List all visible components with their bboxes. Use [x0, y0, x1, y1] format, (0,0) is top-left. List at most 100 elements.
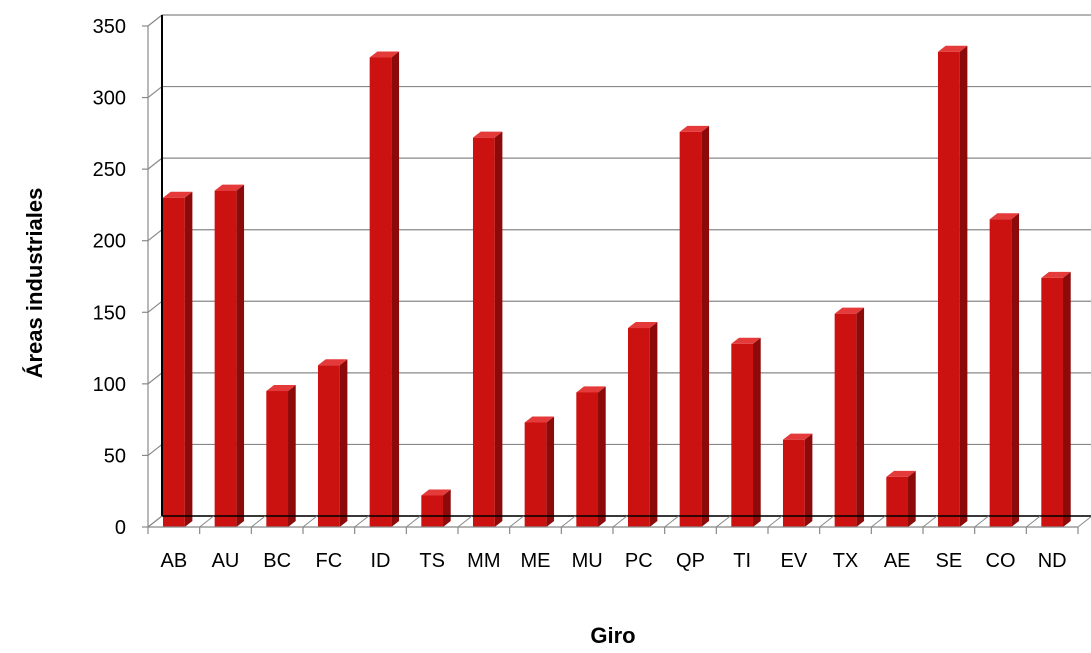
x-tick-label: FC: [315, 550, 342, 572]
gridlines: [147, 14, 1091, 528]
bar-top-face: [1041, 271, 1071, 278]
y-tick-label: 350: [93, 16, 126, 38]
x-tick-label: MM: [467, 550, 500, 572]
bar-top-face: [162, 191, 193, 198]
bar-side-face: [804, 433, 813, 527]
axes: [142, 15, 1091, 534]
bar-top-face: [886, 470, 916, 477]
bar-au: [214, 184, 245, 528]
gridline-depth: [147, 372, 163, 385]
bar-side-face: [598, 386, 606, 527]
bar-top-face: [266, 384, 296, 392]
bar-top-face: [421, 489, 451, 496]
bar-top-face: [317, 359, 348, 366]
floor-depth-line: [354, 515, 369, 528]
bar-front-face: [782, 439, 805, 527]
bar-me: [524, 416, 555, 527]
gridline-depth: [147, 157, 163, 170]
x-tick-label: TI: [733, 550, 751, 572]
bar-top-face: [679, 125, 710, 132]
floor-depth-line: [561, 515, 576, 528]
bar-nd: [1041, 271, 1071, 527]
bar-fc: [317, 359, 348, 527]
bar-side-face: [649, 321, 658, 527]
bar-front-face: [162, 197, 185, 527]
bar-ae: [886, 470, 916, 527]
x-tick-label: ME: [521, 550, 551, 572]
gridline-depth: [147, 443, 163, 456]
bar-side-face: [908, 470, 916, 527]
bar-ts: [421, 489, 451, 527]
bar-front-face: [937, 51, 960, 527]
bar-side-face: [959, 45, 968, 528]
bar-front-face: [421, 495, 444, 527]
bar-side-face: [288, 384, 296, 527]
bar-bc: [266, 384, 296, 527]
bar-front-face: [576, 392, 599, 527]
gridline-depth: [147, 300, 163, 313]
bar-se: [937, 45, 968, 528]
floor-depth-line: [716, 515, 731, 528]
bar-front-face: [989, 219, 1012, 527]
y-tick-label: 250: [93, 159, 126, 181]
bar-ab: [162, 191, 193, 527]
bar-top-face: [627, 321, 658, 329]
bar-ti: [731, 337, 761, 527]
floor-depth-line: [819, 515, 834, 528]
bar-front-face: [731, 343, 754, 527]
x-tick-labels: AB AU BC FC ID TS MM ME MU PC QP TI EV TX AE SE CO ND: [160, 550, 1066, 572]
y-tick-label: 300: [93, 88, 126, 110]
x-tick-label: ND: [1038, 550, 1067, 572]
y-tick-label: 100: [93, 374, 126, 396]
bar-side-face: [1011, 213, 1020, 527]
floor-depth-line: [612, 515, 628, 528]
bars: [162, 45, 1071, 528]
x-tick-label: BC: [263, 550, 291, 572]
bar-qp: [679, 125, 710, 527]
bar-id: [369, 51, 400, 528]
x-tick-label: CO: [986, 550, 1016, 572]
bar-top-face: [472, 131, 503, 138]
y-tick-label: 200: [93, 231, 126, 253]
floor-depth-line: [1077, 516, 1091, 528]
bar-top-face: [782, 433, 813, 440]
bar-tx: [834, 307, 865, 527]
floor-depth-line: [406, 515, 421, 528]
bar-side-face: [184, 191, 193, 527]
bar-co: [989, 213, 1020, 527]
y-tick-labels: 0 50 100 150 200 250 300 350: [93, 16, 126, 539]
bar-mu: [576, 386, 606, 527]
bar-top-face: [937, 45, 968, 52]
y-tick-label: 50: [104, 445, 126, 467]
bar-side-face: [753, 337, 761, 527]
gridline-depth: [147, 86, 163, 99]
floor-depth-line: [1026, 515, 1041, 528]
bar-front-face: [627, 328, 650, 527]
bar-front-face: [472, 137, 495, 527]
x-tick-label: AB: [160, 550, 187, 572]
bar-front-face: [369, 57, 392, 528]
x-tick-label: TX: [833, 550, 859, 572]
gridline-depth: [147, 229, 163, 242]
bar-top-face: [369, 51, 400, 58]
x-tick-label: SE: [935, 550, 962, 572]
floor-depth-line: [199, 515, 214, 528]
floor-depth-line: [767, 515, 783, 528]
x-tick-label: TS: [419, 550, 445, 572]
bar-front-face: [679, 131, 702, 527]
floor-depth-line: [664, 515, 679, 528]
y-tick-label: 0: [115, 517, 126, 539]
bar-side-face: [701, 125, 710, 527]
bar-side-face: [339, 359, 348, 527]
bar-top-face: [214, 184, 245, 191]
bar-side-face: [856, 307, 865, 527]
x-tick-label: PC: [625, 550, 653, 572]
bar-ev: [782, 433, 813, 527]
floor-depth-line: [457, 515, 473, 528]
floor-depth-line: [922, 515, 938, 528]
x-tick-label: AU: [212, 550, 240, 572]
x-tick-label: QP: [676, 550, 705, 572]
bar-side-face: [236, 184, 245, 528]
bar-side-face: [443, 489, 451, 527]
